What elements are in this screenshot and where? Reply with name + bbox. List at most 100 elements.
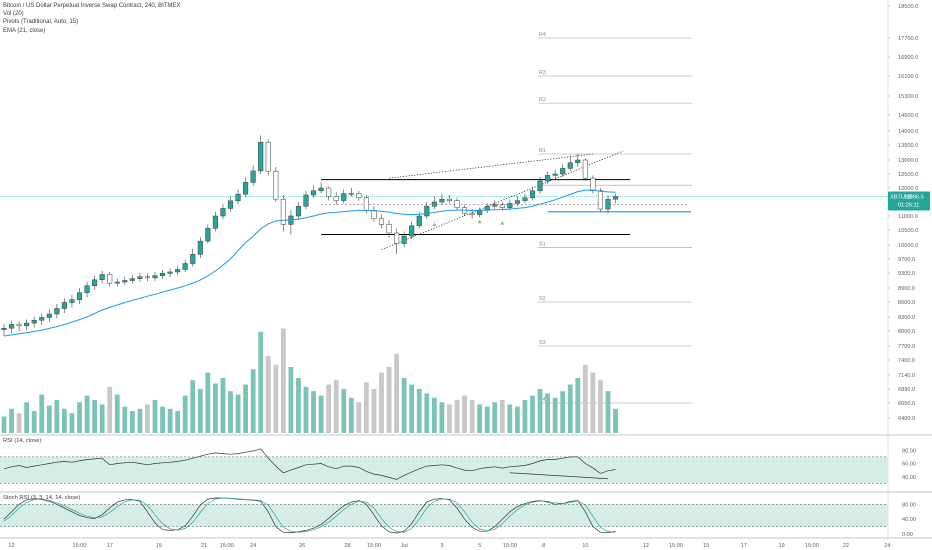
candle-body: [152, 275, 158, 279]
volume-bar: [560, 391, 566, 433]
pivot-marker: [477, 219, 482, 224]
candle-body: [303, 194, 309, 207]
candle-body: [280, 198, 286, 225]
candle-body: [84, 285, 90, 293]
time-tick-label: 8: [542, 543, 545, 549]
volume-bar: [213, 383, 218, 433]
volume-bar: [348, 397, 354, 433]
candle-body: [552, 173, 558, 176]
legend-vol: Vol (20): [3, 11, 24, 18]
volume-bar: [454, 400, 460, 433]
candle-body: [416, 215, 422, 227]
candle-body: [190, 254, 196, 264]
last-price-badge: XBTUSD 11696.5 01:26:11: [888, 191, 930, 211]
drawn-levels[interactable]: [0, 150, 888, 251]
volume-bar: [24, 402, 30, 433]
volume-bar: [605, 391, 611, 433]
candle-body: [9, 324, 15, 329]
volume-bar: [54, 400, 60, 433]
price-tick-label: 6890.0: [898, 387, 915, 393]
candle-body: [499, 204, 505, 208]
volume-bar: [311, 391, 316, 433]
time-tick-label: 19: [779, 543, 785, 549]
time-tick-label: 10: [582, 543, 588, 549]
volume-bar: [492, 402, 498, 433]
candle-body: [69, 299, 75, 303]
rsi-panel[interactable]: 80.00 60.00 40.00: [0, 448, 916, 484]
volume-bar: [129, 411, 135, 433]
candle-body: [318, 187, 324, 192]
price-tick-label: 8000.0: [898, 329, 915, 335]
candle-body: [107, 274, 113, 284]
price-tick-label: 9300.0: [898, 271, 915, 277]
time-tick-label: 15:00: [669, 543, 683, 549]
candle-body: [545, 175, 551, 182]
candle-body: [341, 193, 347, 201]
oscillator-band: [0, 504, 888, 527]
candle-body: [409, 225, 415, 237]
pivot-label-r4: R4: [539, 32, 546, 38]
volume-bar: [364, 382, 369, 433]
volume-bar: [469, 400, 475, 433]
volume-bar: [273, 364, 279, 433]
volume-bar: [552, 397, 558, 433]
price-tick-label: 15300.0: [898, 94, 918, 100]
candle-body: [605, 198, 611, 210]
candle-body: [167, 271, 173, 274]
volume-bar: [356, 402, 362, 433]
oscillator-tick-label: 80.00: [902, 448, 916, 454]
candle-body: [311, 190, 317, 196]
pivot-label-r2: R2: [539, 97, 546, 103]
oscillator-tick-label: 80.00: [902, 502, 916, 508]
volume-bar: [92, 400, 97, 433]
candle-body: [514, 200, 520, 204]
candle-body: [371, 210, 377, 220]
volume-bar: [137, 408, 143, 433]
candle-body: [401, 235, 407, 244]
volume-bar: [462, 395, 467, 433]
stoch-rsi-panel[interactable]: 80.00 40.00 0.00: [0, 497, 916, 538]
volume-bar: [530, 395, 535, 433]
volume-bar: [265, 356, 271, 433]
volume-bar: [182, 395, 188, 433]
pivot-markers: [432, 219, 505, 226]
time-tick-label: Jul: [401, 543, 408, 549]
volume-bar: [394, 353, 399, 433]
oscillator-tick-label: 60.00: [902, 462, 916, 468]
volume-bar: [152, 400, 158, 433]
candle-body: [197, 240, 203, 255]
pivot-label-s3: S3: [539, 340, 546, 346]
candle-body: [492, 204, 498, 207]
candle-body: [394, 232, 400, 244]
price-tick-label: 11000.0: [898, 214, 918, 220]
time-tick-label: 15:00: [805, 543, 819, 549]
candle-body: [250, 170, 256, 183]
volume-bar: [258, 331, 264, 433]
volume-bar: [205, 372, 211, 433]
price-axis[interactable]: 18500.0 17700.0 16900.0 16100.0 15300.0 14500…: [887, 0, 918, 540]
candle-body: [122, 280, 128, 283]
price-tick-label: 7700.0: [898, 344, 915, 350]
volume-bar: [190, 380, 196, 433]
price-tick-label: 10000.0: [898, 243, 918, 249]
volume-bar: [477, 404, 483, 433]
volume-bar: [220, 378, 226, 433]
volume-bar: [582, 364, 588, 433]
chart-legend: Bitcoin / US Dollar Perpetual Inverse Sw…: [3, 2, 180, 35]
volume-bar: [401, 378, 407, 433]
candle-body: [590, 177, 596, 192]
candle-body: [378, 218, 385, 225]
volume-bar: [567, 384, 573, 433]
candle-body: [99, 274, 105, 280]
candle-body: [454, 200, 460, 208]
volume-bar: [77, 402, 82, 433]
candle-body: [507, 203, 513, 208]
time-tick-label: 17: [741, 543, 747, 549]
price-tick-label: 12000.0: [898, 186, 918, 192]
candle-body: [92, 279, 98, 286]
candle-body: [243, 182, 249, 195]
volume-bar: [333, 380, 339, 433]
time-axis[interactable]: 12 15:00 17 19 21 15:00 24 26 28 15:00 Jul 3 5 15:00 8…: [8, 543, 890, 549]
volume-bar: [99, 404, 105, 433]
